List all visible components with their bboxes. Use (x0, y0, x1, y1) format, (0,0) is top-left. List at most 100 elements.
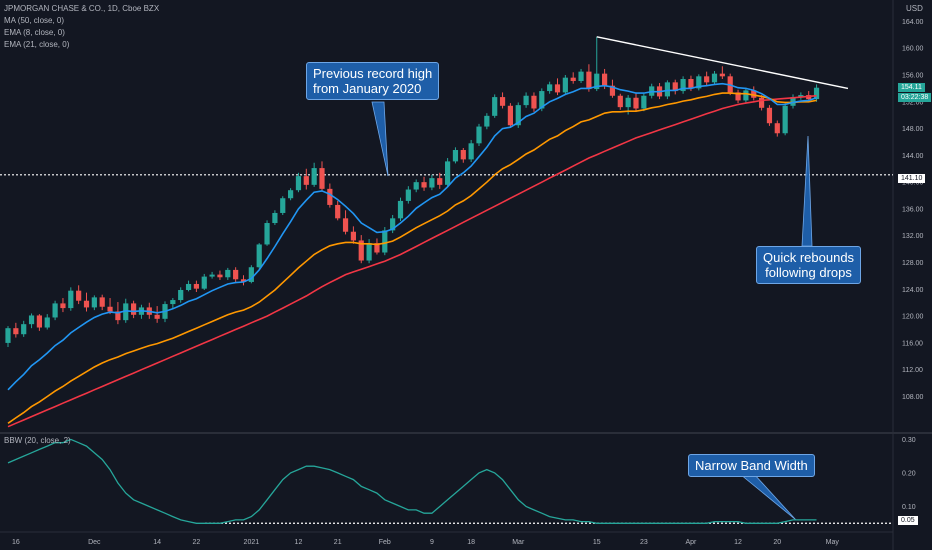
bbw-tick-label: 0.10 (902, 504, 916, 511)
candle-body (76, 290, 82, 301)
candle-body (233, 269, 239, 280)
candle-body (499, 97, 506, 106)
time-tick-label: 21 (334, 539, 342, 546)
level-tag: 141.10 (898, 174, 926, 183)
price-tick-label: 148.00 (902, 126, 924, 133)
bbw-tick-label: 0.30 (902, 437, 916, 444)
candle-body (633, 97, 639, 109)
candle-body (602, 73, 608, 86)
candle-body (445, 161, 451, 185)
price-tick-label: 136.00 (902, 206, 924, 213)
candle-body (311, 168, 317, 185)
candle-body (280, 198, 286, 213)
candle-body (523, 95, 529, 106)
candle-body (735, 92, 741, 101)
price-tick-label: 152.00 (902, 99, 924, 106)
candle-body (36, 315, 42, 328)
resistance-trendline (596, 36, 849, 90)
candle-body (288, 190, 294, 199)
currency-label: USD (906, 4, 923, 13)
candle-body (452, 150, 459, 162)
candle-body (413, 182, 419, 190)
time-tick-label: 15 (593, 539, 601, 546)
callout-band-width-pointer (738, 473, 797, 521)
price-tick-label: 132.00 (902, 233, 924, 240)
candle-body (5, 328, 11, 343)
time-tick-label: 2021 (244, 539, 260, 546)
candle-body (617, 95, 623, 108)
candle-body (21, 324, 27, 335)
time-tick-label: Apr (685, 539, 697, 546)
candle-body (303, 176, 309, 185)
candle-body (217, 274, 223, 278)
candle-body (185, 283, 192, 291)
price-tick-label: 108.00 (902, 394, 924, 401)
legend-ema21: EMA (21, close, 0) (4, 40, 70, 49)
candle-body (68, 290, 74, 309)
time-tick-label: 18 (467, 539, 475, 546)
candle-body (44, 317, 50, 328)
time-tick-label: Mar (512, 539, 525, 546)
candle-body (28, 315, 35, 325)
time-tick-label: May (826, 539, 840, 546)
candle-body (743, 90, 749, 101)
candle-body (664, 82, 670, 97)
candle-body (99, 297, 105, 307)
candle-body (60, 303, 66, 309)
time-tick-label: 20 (773, 539, 781, 546)
price-tick-label: 120.00 (902, 314, 924, 321)
candle-body (115, 311, 121, 321)
candle-body (641, 95, 647, 109)
candle-body (672, 82, 678, 92)
candle-body (319, 168, 325, 189)
ma50-line (7, 94, 817, 428)
candle-body (397, 200, 404, 219)
candle-body (460, 150, 466, 160)
candle-body (335, 204, 341, 219)
candle-body (719, 73, 725, 77)
price-tick-label: 144.00 (902, 153, 924, 160)
time-tick-label: 9 (430, 539, 434, 546)
candle-body (586, 71, 592, 90)
candle-body (547, 84, 553, 92)
price-tick-label: 164.00 (902, 19, 924, 26)
candle-body (264, 223, 270, 245)
candle-body (123, 303, 129, 321)
candle-body (131, 303, 137, 315)
candle-body (91, 297, 97, 308)
legend-ma50: MA (50, close, 0) (4, 16, 65, 25)
candle-body (609, 85, 616, 96)
candle-body (688, 79, 694, 89)
candle-body (83, 300, 90, 308)
callout-record-high-pointer (371, 101, 389, 177)
candle-body (704, 76, 710, 83)
callout-rebounds: Quick rebounds following drops (756, 246, 862, 284)
candle-body (13, 328, 19, 335)
legend-ema8: EMA (8, close, 0) (4, 28, 65, 37)
time-tick-label: 22 (193, 539, 201, 546)
candle-body (790, 97, 796, 106)
candle-body (492, 97, 498, 116)
candle-body (240, 279, 247, 282)
candle-body (484, 115, 490, 127)
candle-body (680, 79, 686, 92)
candle-body (178, 290, 184, 301)
callout-rebounds-pointer (801, 135, 813, 247)
bbw-line (7, 438, 817, 524)
candle-body (468, 143, 474, 160)
candle-body (209, 274, 215, 277)
price-tick-label: 124.00 (902, 287, 924, 294)
candle-body (782, 105, 788, 134)
candle-body (366, 243, 372, 261)
candle-body (476, 126, 482, 144)
candle-body (154, 314, 160, 319)
candle-body (531, 95, 537, 109)
candle-body (193, 283, 199, 289)
candle-body (711, 73, 718, 83)
candle-body (256, 244, 262, 268)
price-tick-label: 112.00 (902, 367, 923, 374)
candle-body (594, 73, 600, 90)
legend-bbw: BBW (20, close, 2) (4, 436, 71, 445)
time-tick-label: Dec (88, 539, 101, 546)
